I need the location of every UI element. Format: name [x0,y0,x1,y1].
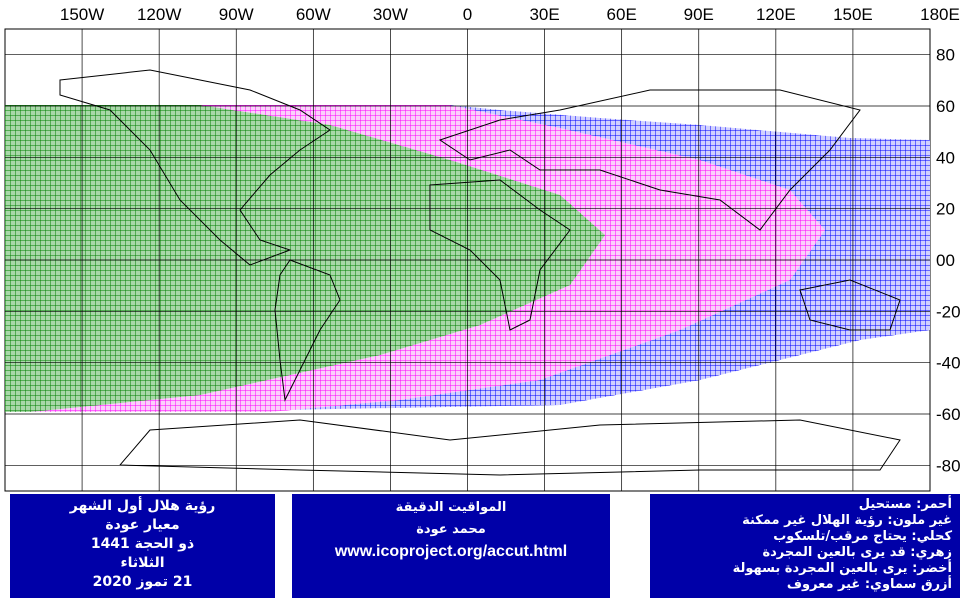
box-text: أحمر: مستحيل [858,497,952,512]
box-text: ذو الحجة 1441 [90,536,195,552]
lat-label: -80 [936,456,961,475]
box-text: كحلي: يحتاج مرقب/تلسكوب [773,529,952,544]
map: 150W 120W 90W 60W 30W 0 30E 60E 90E 120E 150E 180E 8… [4,5,961,492]
lon-label: 150E [833,5,873,24]
lat-label: -40 [936,354,961,373]
lon-label: 60E [607,5,637,24]
box-text: المواقيت الدقيقة [395,500,507,515]
lon-label: 120W [137,5,181,24]
lon-label: 60W [296,5,331,24]
axis-labels: 150W 120W 90W 60W 30W 0 30E 60E 90E 120E 150E 180E 8… [60,5,961,475]
box-text: معيار عودة [105,517,180,533]
box-text: www.icoproject.org/accut.html [334,543,568,560]
grid [5,29,930,491]
lat-label: -20 [936,302,961,321]
box-text: زهري: قد يرى بالعين المجردة [762,545,952,560]
box-text: غير ملون: رؤية الهلال غير ممكنة [742,513,952,528]
lon-label: 120E [756,5,796,24]
green-region [5,105,605,412]
lat-label: 40 [936,148,955,167]
lon-label: 90E [684,5,714,24]
lat-label: -60 [936,405,961,424]
box-text: محمد عودة [416,522,486,537]
info-box-left: رؤية هلال أول الشهر معيار عودة ذو الحجة 14… [10,494,275,598]
box-text: الثلاثاء [120,555,165,571]
box-text: 21 تموز 2020 [92,574,193,590]
lat-label: 60 [936,97,955,116]
lon-label: 90W [219,5,254,24]
box-text: أزرق سماوي: غير معروف [786,577,952,592]
lat-label: 80 [936,46,955,65]
box-text: رؤية هلال أول الشهر [69,498,216,514]
info-box-middle: المواقيت الدقيقة محمد عودة www.icoproject.… [292,494,610,598]
lon-label: 30E [529,5,559,24]
lat-label: 00 [936,251,955,270]
lat-label: 20 [936,200,955,219]
lon-label: 150W [60,5,104,24]
legend-box: أحمر: مستحيل غير ملون: رؤية الهلال غير مم… [650,494,960,598]
lon-label: 30W [373,5,408,24]
box-text: أخضر: يرى بالعين المجردة بسهولة [732,561,952,576]
coastlines [59,69,901,476]
lon-label: 0 [463,5,472,24]
lon-label: 180E [920,5,960,24]
